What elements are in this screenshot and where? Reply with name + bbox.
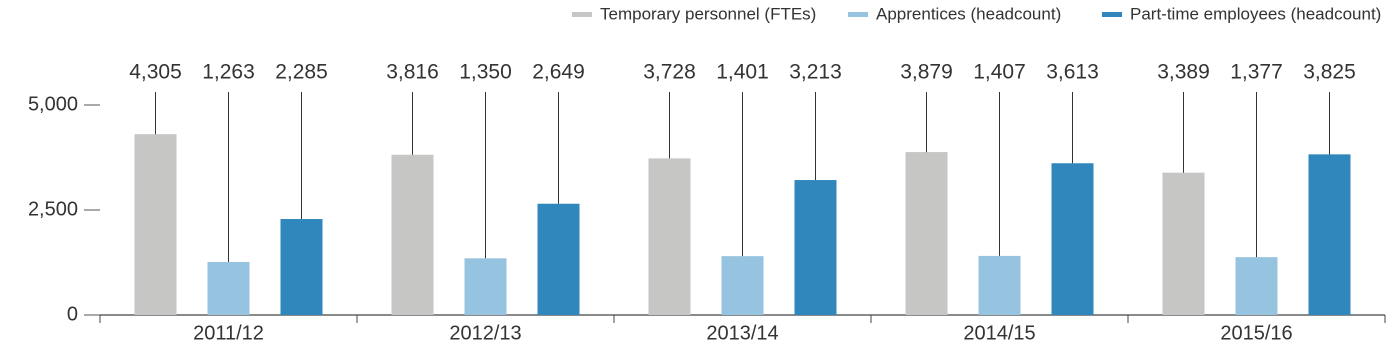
data-label: 3,816 (386, 61, 439, 84)
bar (905, 152, 948, 315)
bar (280, 219, 323, 315)
data-label: 2,649 (532, 61, 585, 84)
data-label: 1,377 (1230, 61, 1283, 84)
bar (648, 158, 691, 315)
bar (794, 180, 837, 315)
bar (1162, 172, 1205, 315)
data-label: 3,825 (1303, 61, 1356, 84)
y-tick-label: 0 (67, 303, 78, 325)
legend-label: Part-time employees (headcount) (1130, 4, 1381, 23)
data-label: 3,213 (789, 61, 842, 84)
x-tick-label: 2014/15 (963, 322, 1035, 344)
bar (978, 255, 1021, 315)
data-label: 1,263 (202, 61, 255, 84)
bar (1235, 257, 1278, 315)
data-label: 3,879 (900, 61, 953, 84)
legend-label: Apprentices (headcount) (876, 4, 1061, 23)
legend-label: Temporary personnel (FTEs) (600, 4, 816, 23)
data-label: 4,305 (129, 61, 182, 84)
bar (464, 258, 507, 315)
data-label: 3,389 (1157, 61, 1210, 84)
data-label: 1,401 (716, 61, 769, 84)
legend-swatch (848, 12, 868, 17)
bar (207, 261, 250, 315)
bar (721, 256, 764, 315)
bar (1051, 163, 1094, 315)
x-tick-label: 2011/12 (193, 322, 264, 344)
x-tick-label: 2012/13 (449, 322, 521, 344)
y-tick-label: 2,500 (28, 198, 78, 220)
data-label: 1,407 (973, 61, 1026, 84)
legend-swatch (572, 12, 592, 17)
bar (134, 134, 177, 315)
data-label: 3,613 (1046, 61, 1099, 84)
bar (537, 203, 580, 315)
data-label: 1,350 (459, 61, 512, 84)
data-label: 3,728 (643, 61, 696, 84)
x-tick-label: 2013/14 (706, 322, 778, 344)
x-tick-label: 2015/16 (1220, 322, 1292, 344)
bar (1308, 154, 1351, 315)
y-tick-label: 5,000 (28, 93, 78, 115)
data-label: 2,285 (275, 61, 328, 84)
legend-swatch (1102, 12, 1122, 17)
bar (391, 154, 434, 315)
